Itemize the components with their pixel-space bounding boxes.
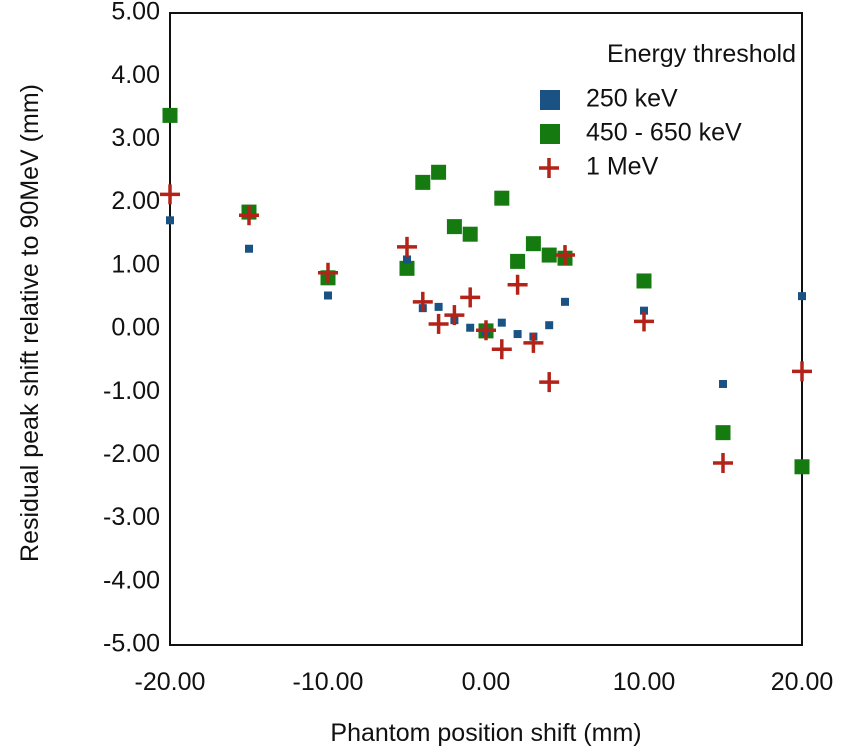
point-1-mev	[713, 452, 733, 473]
y-tick-label: 2.00	[111, 187, 160, 215]
plot-frame	[169, 12, 803, 646]
point-1-mev	[476, 320, 496, 341]
point-250-kev	[466, 323, 475, 332]
legend-label: 250 keV	[586, 85, 678, 113]
point-250-kev	[434, 302, 443, 311]
legend-label: 1 MeV	[586, 153, 659, 181]
point-1-mev	[523, 332, 544, 353]
point-1-mev	[412, 291, 433, 312]
point-450-650-kev	[510, 253, 526, 269]
y-tick-label: -1.00	[103, 377, 160, 405]
y-tick-label: 4.00	[111, 61, 160, 89]
y-tick-label: -4.00	[103, 566, 160, 594]
point-1-mev	[239, 205, 259, 226]
point-250-kev	[403, 255, 411, 264]
y-tick-label: -2.00	[103, 440, 160, 468]
data-points	[160, 107, 812, 475]
x-tick-label: 20.00	[771, 668, 834, 696]
point-250-kev	[545, 321, 554, 330]
point-250-kev	[513, 330, 522, 339]
point-1-mev	[318, 262, 338, 283]
legend-title: Energy threshold	[607, 40, 796, 68]
point-250-kev	[561, 297, 569, 306]
point-1-mev	[634, 311, 654, 332]
x-tick-label: 10.00	[613, 668, 676, 696]
y-axis: 5.00 4.00 3.00 2.00 1.00 0.00 -1.00 -2.00 -3.00 -…	[103, 0, 160, 658]
point-250-kev	[324, 291, 332, 300]
point-450-650-kev	[462, 226, 478, 242]
point-1-mev	[397, 236, 417, 257]
point-250-kev	[497, 318, 506, 327]
y-tick-label: -3.00	[103, 503, 160, 531]
legend-label: 450 - 650 keV	[586, 119, 742, 147]
point-250-kev	[719, 379, 727, 388]
point-450-650-kev	[525, 236, 541, 252]
point-1-mev	[428, 313, 449, 334]
y-tick-label: 5.00	[111, 0, 160, 26]
y-axis-title: Residual peak shift relative to 90MeV (m…	[16, 84, 44, 562]
legend-marker	[539, 158, 559, 178]
point-250-kev	[166, 216, 174, 225]
point-1-mev	[507, 274, 528, 295]
x-tick-label: -20.00	[135, 668, 206, 696]
point-450-650-kev	[162, 107, 178, 123]
point-450-650-kev	[431, 164, 447, 180]
point-250-kev	[798, 292, 806, 301]
x-tick-label: -10.00	[293, 668, 364, 696]
y-tick-label: 1.00	[111, 250, 160, 278]
point-450-650-kev	[415, 174, 431, 190]
point-450-650-kev	[494, 190, 510, 206]
point-1-mev	[539, 372, 560, 393]
point-1-mev	[555, 245, 575, 266]
x-tick-label: 0.00	[462, 668, 511, 696]
point-450-650-kev	[636, 273, 652, 289]
legend-marker	[540, 90, 560, 110]
point-1-mev	[444, 305, 465, 326]
point-1-mev	[460, 287, 481, 308]
point-450-650-kev	[399, 260, 415, 276]
y-tick-label: 3.00	[111, 124, 160, 152]
y-tick-label: -5.00	[103, 630, 160, 658]
point-450-650-kev	[794, 459, 810, 475]
y-tick-label: 0.00	[111, 314, 160, 342]
point-1-mev	[491, 339, 512, 360]
point-450-650-kev	[715, 425, 731, 441]
x-axis: -20.00 -10.00 0.00 10.00 20.00	[135, 668, 834, 696]
point-1-mev	[792, 361, 812, 382]
legend: Energy threshold 250 keV 450 - 650 keV 1 M…	[539, 40, 796, 181]
legend-marker	[540, 124, 560, 144]
point-250-kev	[640, 306, 648, 315]
point-1-mev	[160, 184, 180, 205]
point-250-kev	[245, 244, 253, 253]
x-axis-title: Phantom position shift (mm)	[330, 719, 641, 747]
point-450-650-kev	[541, 247, 557, 263]
point-450-650-kev	[446, 219, 462, 235]
